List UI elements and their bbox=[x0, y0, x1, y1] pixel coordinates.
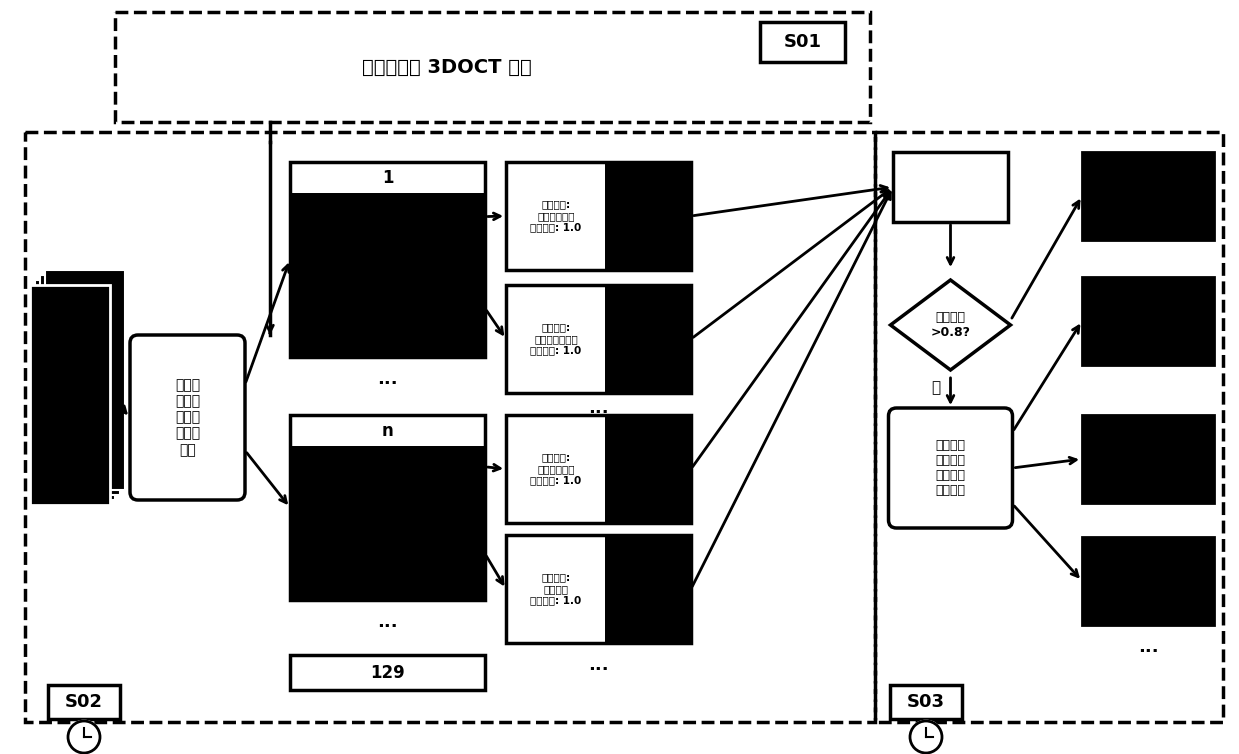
Text: S02: S02 bbox=[64, 693, 103, 711]
Bar bbox=[290, 655, 484, 690]
Circle shape bbox=[909, 721, 942, 753]
Bar bbox=[40, 275, 120, 495]
Polygon shape bbox=[891, 280, 1011, 370]
Bar bbox=[115, 12, 870, 122]
Text: 检测结果:
黄斑裂孔
检测分数: 1.0: 检测结果: 黄斑裂孔 检测分数: 1.0 bbox=[530, 572, 581, 605]
Bar bbox=[890, 685, 961, 719]
FancyBboxPatch shape bbox=[888, 408, 1012, 528]
Bar bbox=[506, 415, 606, 523]
Bar bbox=[893, 152, 1009, 222]
FancyBboxPatch shape bbox=[130, 335, 245, 500]
Bar bbox=[506, 285, 691, 393]
Text: ...: ... bbox=[589, 656, 608, 674]
Text: 检测结果:
脉络膜新生血管
检测分数: 1.0: 检测结果: 脉络膜新生血管 检测分数: 1.0 bbox=[530, 323, 581, 356]
Bar bbox=[290, 415, 484, 600]
Text: ...: ... bbox=[1137, 638, 1158, 656]
Text: S03: S03 bbox=[907, 693, 945, 711]
Bar bbox=[30, 285, 110, 505]
Bar bbox=[606, 415, 691, 523]
Bar bbox=[48, 685, 120, 719]
Text: 检测分数
>0.8?: 检测分数 >0.8? bbox=[930, 311, 970, 339]
Text: 检测结果:
视网膜下积液
检测分数: 1.0: 检测结果: 视网膜下积液 检测分数: 1.0 bbox=[530, 199, 581, 232]
Bar bbox=[290, 447, 484, 600]
Text: 多种视
网膜病
灶检测
及分割
模型: 多种视 网膜病 灶检测 及分割 模型 bbox=[175, 378, 199, 457]
Bar bbox=[506, 535, 606, 643]
Bar bbox=[875, 132, 1223, 722]
Bar bbox=[290, 415, 484, 447]
Bar bbox=[1082, 537, 1214, 625]
Bar bbox=[1082, 152, 1214, 240]
Text: 检测结果:
视网膜下积液
检测分数: 1.0: 检测结果: 视网膜下积液 检测分数: 1.0 bbox=[530, 452, 581, 486]
Text: n: n bbox=[382, 422, 393, 440]
Bar bbox=[606, 285, 691, 393]
Bar bbox=[506, 162, 691, 270]
Bar bbox=[760, 22, 845, 62]
Bar bbox=[506, 415, 691, 523]
Text: 改进的距
离正则化
的水平集
演化方法: 改进的距 离正则化 的水平集 演化方法 bbox=[935, 439, 965, 497]
Text: 1: 1 bbox=[382, 169, 393, 187]
Bar bbox=[290, 194, 484, 357]
Circle shape bbox=[68, 721, 100, 753]
Bar bbox=[506, 162, 606, 270]
Text: ...: ... bbox=[377, 370, 398, 388]
Bar bbox=[506, 285, 606, 393]
Text: 是: 是 bbox=[930, 381, 940, 396]
Text: ...: ... bbox=[589, 399, 608, 417]
Bar bbox=[25, 132, 875, 722]
Text: 129: 129 bbox=[370, 664, 405, 682]
Bar bbox=[1082, 277, 1214, 365]
Bar bbox=[606, 535, 691, 643]
Bar bbox=[45, 270, 125, 490]
Text: ...: ... bbox=[377, 613, 398, 631]
Bar bbox=[290, 162, 484, 357]
Bar bbox=[290, 162, 484, 194]
Text: S01: S01 bbox=[783, 33, 821, 51]
Bar bbox=[506, 535, 691, 643]
Bar bbox=[606, 162, 691, 270]
Bar bbox=[1082, 415, 1214, 503]
Bar bbox=[35, 280, 115, 500]
Bar bbox=[30, 285, 110, 505]
Text: 采集视网膜 3DOCT 图像: 采集视网膜 3DOCT 图像 bbox=[362, 57, 532, 76]
